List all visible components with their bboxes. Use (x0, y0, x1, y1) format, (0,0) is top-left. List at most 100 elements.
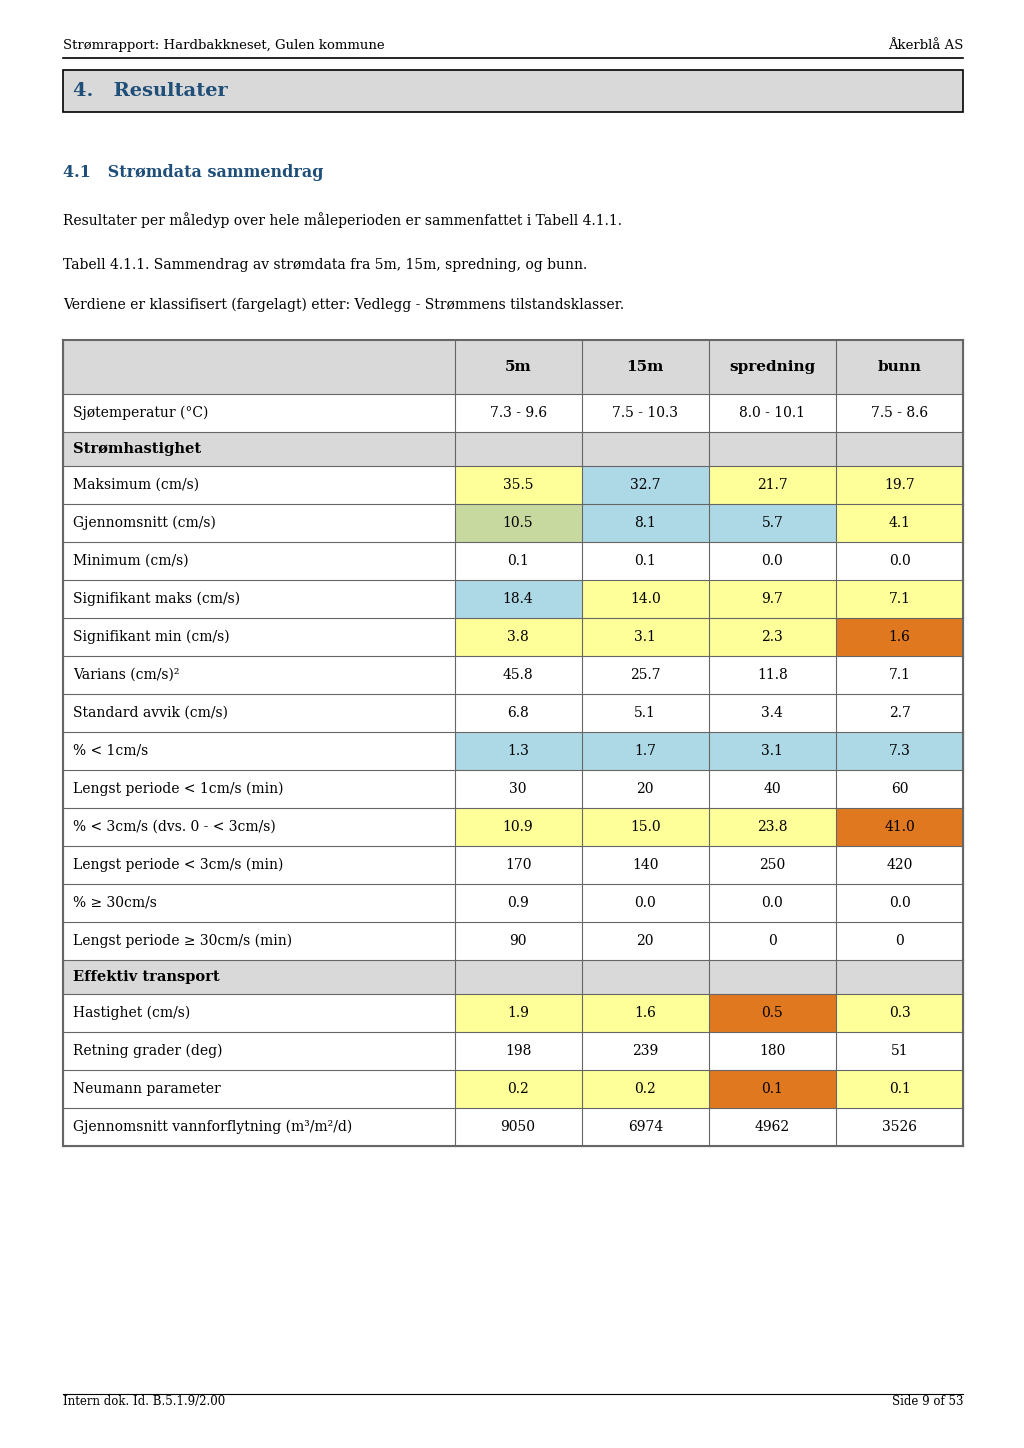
Bar (709, 1070, 836, 1108)
Text: Lengst periode ≥ 30cm/s (min): Lengst periode ≥ 30cm/s (min) (73, 934, 292, 948)
Bar (455, 846, 582, 883)
Bar (63, 1032, 455, 1070)
Text: 4.1   Strømdata sammendrag: 4.1 Strømdata sammendrag (63, 164, 324, 181)
Bar (582, 394, 709, 432)
Text: 3526: 3526 (882, 1119, 918, 1134)
Bar (836, 466, 964, 504)
Text: 40: 40 (764, 782, 781, 796)
Text: 20: 20 (637, 934, 654, 948)
Text: 32.7: 32.7 (630, 478, 660, 492)
Text: 41.0: 41.0 (884, 820, 915, 834)
Bar (63, 922, 455, 960)
Text: 5.1: 5.1 (634, 707, 656, 720)
Text: % < 3cm/s (dvs. 0 - < 3cm/s): % < 3cm/s (dvs. 0 - < 3cm/s) (73, 820, 275, 834)
Text: Signifikant maks (cm/s): Signifikant maks (cm/s) (73, 592, 240, 607)
Bar (582, 883, 709, 922)
Text: 2.3: 2.3 (762, 630, 783, 644)
Text: 0: 0 (895, 934, 904, 948)
Text: % ≥ 30cm/s: % ≥ 30cm/s (73, 896, 157, 909)
Bar (582, 618, 709, 656)
Text: 9050: 9050 (501, 1119, 536, 1134)
Text: 0: 0 (768, 934, 777, 948)
Bar (63, 656, 455, 694)
Bar (709, 1108, 836, 1145)
Bar (455, 733, 582, 770)
Bar (836, 922, 964, 960)
Bar (582, 993, 709, 1032)
Text: 51: 51 (891, 1044, 908, 1058)
Bar (836, 1108, 964, 1145)
Text: 7.5 - 8.6: 7.5 - 8.6 (871, 405, 928, 420)
Text: Effektiv transport: Effektiv transport (73, 970, 219, 985)
Text: 7.3 - 9.6: 7.3 - 9.6 (489, 405, 547, 420)
Bar (709, 922, 836, 960)
Bar (455, 618, 582, 656)
Text: 18.4: 18.4 (503, 592, 534, 607)
Text: 3.8: 3.8 (507, 630, 529, 644)
Text: 0.0: 0.0 (762, 555, 783, 568)
Text: 0.5: 0.5 (762, 1006, 783, 1019)
Text: 7.1: 7.1 (889, 668, 910, 682)
Bar (63, 883, 455, 922)
Text: 250: 250 (760, 859, 785, 872)
Bar (63, 504, 455, 542)
Bar (709, 846, 836, 883)
Text: 5m: 5m (505, 361, 531, 374)
Bar (582, 581, 709, 618)
Text: 7.1: 7.1 (889, 592, 910, 607)
Bar (836, 733, 964, 770)
Bar (582, 1070, 709, 1108)
Bar (709, 694, 836, 733)
Bar (455, 504, 582, 542)
Bar (582, 733, 709, 770)
Bar (582, 466, 709, 504)
Bar (455, 1108, 582, 1145)
Bar (582, 504, 709, 542)
Text: Åkerblå AS: Åkerblå AS (888, 39, 963, 52)
Text: 239: 239 (632, 1044, 658, 1058)
Text: 4962: 4962 (755, 1119, 790, 1134)
Text: Sjøtemperatur (°C): Sjøtemperatur (°C) (73, 405, 208, 420)
Text: 45.8: 45.8 (503, 668, 534, 682)
Text: Standard avvik (cm/s): Standard avvik (cm/s) (73, 707, 228, 720)
Bar (836, 770, 964, 808)
Text: 15.0: 15.0 (630, 820, 660, 834)
Bar (836, 656, 964, 694)
Text: Minimum (cm/s): Minimum (cm/s) (73, 555, 188, 568)
Text: 1.6: 1.6 (889, 630, 910, 644)
Bar (836, 846, 964, 883)
Bar (709, 504, 836, 542)
Bar (709, 394, 836, 432)
Text: 0.0: 0.0 (889, 896, 910, 909)
Text: Maksimum (cm/s): Maksimum (cm/s) (73, 478, 199, 492)
Bar (836, 542, 964, 581)
Bar (836, 1032, 964, 1070)
Text: 15m: 15m (627, 361, 664, 374)
Text: 0.0: 0.0 (762, 896, 783, 909)
Text: bunn: bunn (878, 361, 922, 374)
Bar (63, 993, 455, 1032)
Bar (63, 394, 455, 432)
Text: Tabell 4.1.1. Sammendrag av strømdata fra 5m, 15m, spredning, og bunn.: Tabell 4.1.1. Sammendrag av strømdata fr… (63, 258, 587, 272)
Bar (63, 960, 963, 993)
Bar (709, 1032, 836, 1070)
Text: 0.1: 0.1 (889, 1082, 910, 1096)
Text: 11.8: 11.8 (757, 668, 787, 682)
Bar (455, 883, 582, 922)
Bar (63, 846, 455, 883)
Text: 6.8: 6.8 (507, 707, 529, 720)
Bar (709, 542, 836, 581)
Bar (63, 466, 455, 504)
Text: Retning grader (deg): Retning grader (deg) (73, 1044, 222, 1058)
Text: 35.5: 35.5 (503, 478, 534, 492)
Text: 1.7: 1.7 (634, 744, 656, 757)
Bar (709, 770, 836, 808)
Text: Resultater per måledyp over hele måleperioden er sammenfattet i Tabell 4.1.1.: Resultater per måledyp over hele måleper… (63, 211, 622, 227)
Bar (582, 846, 709, 883)
Bar (455, 694, 582, 733)
Bar (455, 808, 582, 846)
Text: 1.9: 1.9 (507, 1006, 529, 1019)
Bar (582, 922, 709, 960)
Bar (836, 618, 964, 656)
Text: 4.   Resultater: 4. Resultater (73, 83, 227, 100)
